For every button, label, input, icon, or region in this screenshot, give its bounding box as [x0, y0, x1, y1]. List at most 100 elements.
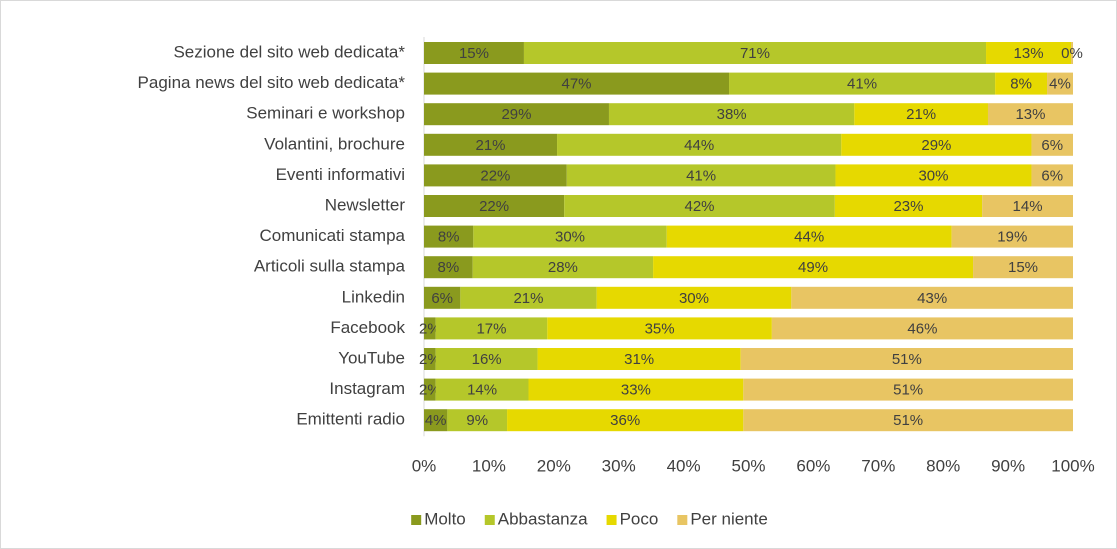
value-label: 29%	[921, 137, 951, 154]
value-label: 9%	[466, 412, 488, 429]
legend-label: Molto	[424, 509, 466, 528]
bar-segment	[424, 133, 558, 156]
bar-segment	[424, 195, 565, 217]
bar-segment	[424, 378, 436, 401]
x-tick-label: 20%	[537, 456, 571, 475]
category-label: Linkedin	[342, 287, 405, 306]
bar-segment	[472, 256, 654, 279]
bar-segment	[557, 133, 842, 156]
value-label: 36%	[610, 412, 640, 429]
bar-segment	[566, 164, 836, 187]
bar-segment	[507, 409, 744, 432]
value-label: 51%	[893, 382, 923, 399]
bar-segment	[528, 378, 744, 401]
bar-segment	[447, 409, 508, 432]
bar-segment	[1047, 72, 1073, 95]
value-label: 41%	[847, 76, 877, 93]
value-label: 13%	[1015, 106, 1045, 123]
bar-segment	[424, 225, 474, 248]
value-label: 44%	[684, 137, 714, 154]
bar-segment	[596, 286, 792, 309]
x-tick-label: 0%	[412, 456, 437, 475]
value-label: 16%	[472, 351, 502, 368]
category-label: Emittenti radio	[296, 410, 405, 429]
category-label: Facebook	[330, 318, 405, 337]
value-label: 15%	[459, 45, 489, 62]
x-tick-label: 10%	[472, 456, 506, 475]
bar-segment	[424, 72, 730, 95]
bar-segment	[740, 348, 1073, 370]
category-label: Sezione del sito web dedicata*	[173, 42, 405, 61]
x-tick-label: 60%	[796, 456, 830, 475]
value-label: 47%	[561, 76, 591, 93]
bar-segment	[1071, 42, 1073, 64]
value-label: 46%	[907, 320, 937, 337]
x-tick-label: 80%	[926, 456, 960, 475]
value-label: 21%	[513, 290, 543, 307]
legend-label: Poco	[620, 509, 659, 528]
value-label: 8%	[437, 259, 459, 276]
bar-segment	[1031, 164, 1073, 187]
value-label: 30%	[555, 229, 585, 246]
value-label: 4%	[425, 412, 447, 429]
category-label: Comunicati stampa	[259, 226, 405, 245]
bar-segment	[424, 317, 436, 340]
bar-segment	[460, 286, 597, 309]
value-label: 17%	[476, 320, 506, 337]
value-label: 23%	[893, 198, 923, 215]
x-tick-label: 40%	[667, 456, 701, 475]
bar-segment	[424, 164, 567, 187]
bar-segment	[986, 42, 1072, 64]
value-label: 28%	[548, 259, 578, 276]
bar-segment	[608, 103, 855, 126]
bar-segment	[835, 164, 1032, 187]
value-label: 8%	[1010, 76, 1032, 93]
bar-segment	[424, 286, 461, 309]
bar-segment	[424, 409, 448, 432]
value-label: 4%	[1049, 76, 1071, 93]
category-label: Volantini, brochure	[264, 134, 405, 153]
value-label: 8%	[438, 229, 460, 246]
bar-segment	[951, 225, 1073, 248]
value-label: 6%	[1041, 167, 1063, 184]
category-label: YouTube	[338, 348, 405, 367]
value-label: 6%	[431, 290, 453, 307]
value-label: 38%	[717, 106, 747, 123]
value-label: 51%	[892, 351, 922, 368]
value-label: 14%	[467, 382, 497, 399]
category-label: Eventi informativi	[276, 165, 405, 184]
value-label: 21%	[906, 106, 936, 123]
bar-segment	[537, 348, 741, 370]
value-label: 19%	[997, 229, 1027, 246]
value-label: 21%	[476, 137, 506, 154]
legend-label: Abbastanza	[498, 509, 588, 528]
category-label: Articoli sulla stampa	[254, 257, 406, 276]
value-label: 33%	[621, 382, 651, 399]
legend-swatch	[677, 515, 688, 525]
bar-segment	[834, 195, 983, 217]
legend-swatch	[606, 515, 617, 525]
bar-segment	[653, 256, 974, 279]
category-label: Seminari e workshop	[246, 104, 405, 123]
value-label: 71%	[740, 45, 770, 62]
bar-segment	[982, 195, 1073, 217]
value-label: 2%	[419, 382, 441, 399]
legend-swatch	[484, 515, 495, 525]
bar-segment	[973, 256, 1073, 279]
bar-segment	[666, 225, 952, 248]
bar-segment	[547, 317, 772, 340]
value-label: 31%	[624, 351, 654, 368]
value-label: 22%	[479, 198, 509, 215]
value-label: 29%	[501, 106, 531, 123]
category-label: Pagina news del sito web dedicata*	[138, 73, 406, 92]
value-label: 14%	[1013, 198, 1043, 215]
bar-segment	[564, 195, 835, 217]
bar-segment	[854, 103, 988, 126]
value-label: 43%	[917, 290, 947, 307]
bar-segment	[424, 348, 436, 370]
bar-segment	[771, 317, 1073, 340]
category-label: Instagram	[329, 379, 405, 398]
bar-segment	[424, 256, 473, 279]
bar-segment	[743, 409, 1073, 432]
